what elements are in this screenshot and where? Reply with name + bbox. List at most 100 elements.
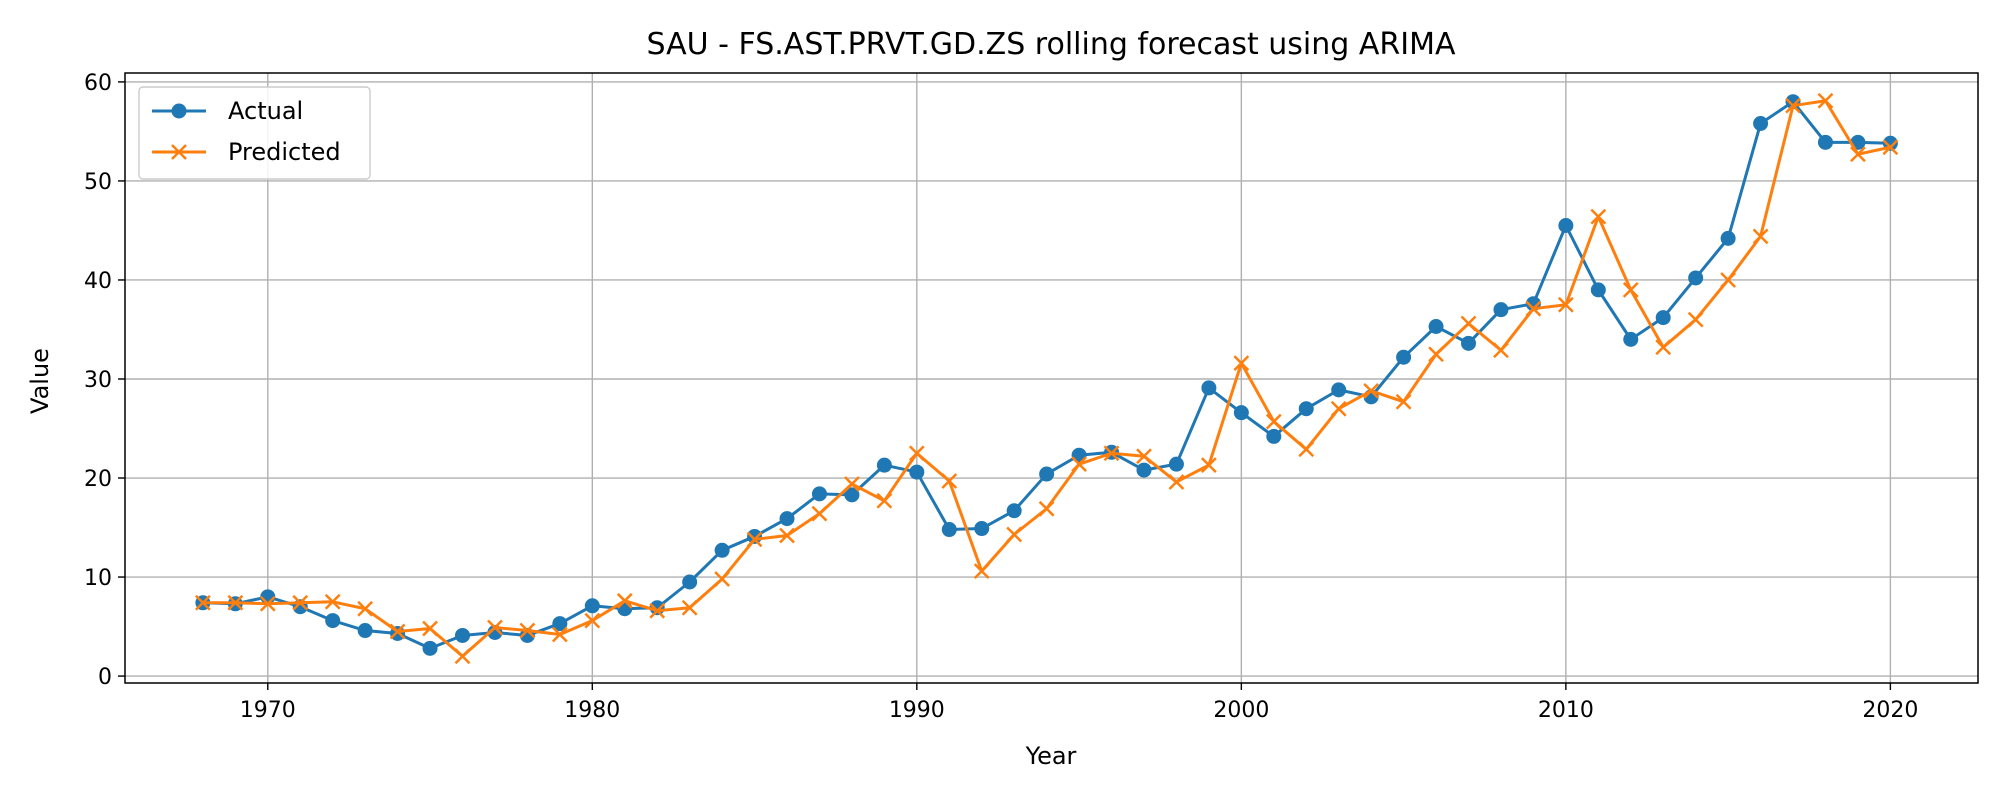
- data-point-actual: [682, 574, 698, 590]
- data-point-predicted: [454, 648, 471, 665]
- data-point-predicted: [649, 602, 666, 619]
- x-tick-label: 1970: [240, 698, 296, 723]
- data-point-predicted: [1298, 441, 1315, 458]
- data-point-actual: [1006, 503, 1022, 519]
- data-point-actual: [1396, 349, 1412, 365]
- x-tick-label: 1980: [564, 698, 620, 723]
- data-point-actual: [1590, 282, 1606, 298]
- data-point-predicted: [1201, 457, 1217, 474]
- data-point-predicted: [1882, 139, 1899, 156]
- data-point-predicted: [1330, 400, 1347, 417]
- data-point-predicted: [259, 595, 276, 612]
- data-point-actual: [325, 613, 341, 629]
- data-point-predicted: [1687, 311, 1704, 328]
- data-point-actual: [1461, 335, 1477, 351]
- data-point-predicted: [1525, 300, 1542, 317]
- legend-marker-predicted: [171, 144, 187, 160]
- data-point-predicted: [227, 594, 244, 611]
- data-point-actual: [357, 623, 373, 639]
- data-point-actual: [1039, 466, 1055, 482]
- y-tick-label: 0: [98, 665, 112, 690]
- y-tick-label: 20: [84, 467, 112, 492]
- series-predicted: [195, 92, 1899, 665]
- data-point-predicted: [324, 593, 341, 610]
- data-point-predicted: [292, 594, 309, 611]
- data-point-predicted: [195, 594, 211, 611]
- data-point-actual: [584, 598, 600, 614]
- data-point-actual: [779, 511, 795, 527]
- data-point-actual: [1168, 456, 1184, 472]
- data-point-predicted: [941, 473, 958, 489]
- data-point-predicted: [487, 619, 503, 636]
- data-point-predicted: [1557, 296, 1574, 313]
- data-point-actual: [974, 521, 990, 537]
- data-point-actual: [1558, 218, 1574, 233]
- data-point-predicted: [714, 571, 730, 587]
- data-point-predicted: [779, 527, 795, 544]
- data-point-actual: [422, 640, 438, 656]
- data-point-predicted: [1622, 281, 1639, 298]
- x-tick-label: 2010: [1538, 698, 1594, 723]
- x-tick-label: 2000: [1213, 698, 1269, 723]
- data-point-actual: [1428, 319, 1444, 335]
- data-point-predicted: [746, 531, 763, 548]
- data-point-predicted: [1460, 315, 1477, 332]
- chart-title: SAU - FS.AST.PRVT.GD.ZS rolling forecast…: [647, 27, 1456, 62]
- data-point-predicted: [1752, 228, 1769, 245]
- data-point-actual: [1331, 382, 1347, 398]
- data-point-actual: [876, 457, 892, 473]
- data-point-actual: [1623, 331, 1639, 347]
- data-point-actual: [1233, 405, 1249, 421]
- data-point-predicted: [1071, 456, 1087, 473]
- data-point-predicted: [584, 612, 601, 629]
- data-point-predicted: [1850, 146, 1866, 163]
- data-point-predicted: [1038, 500, 1055, 517]
- data-point-predicted: [1395, 393, 1412, 410]
- x-tick-label: 1990: [889, 698, 945, 723]
- grid: [125, 73, 1978, 683]
- legend: Actual Predicted: [138, 86, 371, 180]
- data-point-predicted: [1006, 526, 1023, 543]
- data-point-predicted: [1103, 445, 1120, 462]
- data-point-predicted: [422, 620, 438, 637]
- data-point-actual: [1720, 230, 1736, 246]
- data-point-predicted: [1590, 208, 1607, 225]
- legend-label-actual: Actual: [228, 97, 303, 125]
- data-point-predicted: [1655, 339, 1672, 356]
- data-point-actual: [1298, 401, 1314, 417]
- data-point-actual: [909, 464, 925, 480]
- data-point-predicted: [876, 492, 893, 509]
- data-point-actual: [1688, 270, 1704, 286]
- data-point-actual: [941, 522, 957, 538]
- data-point-predicted: [357, 600, 374, 617]
- data-point-actual: [1493, 302, 1509, 318]
- y-tick-label: 40: [84, 269, 112, 294]
- legend-label-predicted: Predicted: [228, 138, 341, 166]
- data-point-predicted: [908, 445, 925, 462]
- data-point-predicted: [1136, 448, 1152, 465]
- data-point-actual: [1266, 428, 1282, 444]
- data-point-predicted: [811, 505, 828, 522]
- data-point-predicted: [389, 623, 406, 640]
- y-axis-title: Value: [26, 348, 54, 414]
- data-point-actual: [1817, 134, 1833, 150]
- data-point-predicted: [1785, 97, 1801, 114]
- data-point-predicted: [551, 626, 568, 643]
- data-point-actual: [1655, 310, 1671, 326]
- data-point-predicted: [844, 476, 860, 492]
- data-point-actual: [1753, 116, 1769, 132]
- data-point-predicted: [1265, 413, 1282, 430]
- y-tick-label: 60: [84, 71, 112, 96]
- data-point-actual: [811, 486, 827, 502]
- y-tick-label: 50: [84, 170, 112, 195]
- data-point-actual: [454, 627, 470, 643]
- x-tick-label: 2020: [1862, 698, 1918, 723]
- data-point-predicted: [1428, 346, 1444, 363]
- data-point-predicted: [1493, 342, 1509, 359]
- data-point-actual: [1136, 462, 1152, 478]
- data-point-predicted: [1363, 382, 1380, 399]
- series-layer: [195, 92, 1899, 665]
- data-point-actual: [714, 542, 730, 558]
- y-tick-label: 30: [84, 368, 112, 393]
